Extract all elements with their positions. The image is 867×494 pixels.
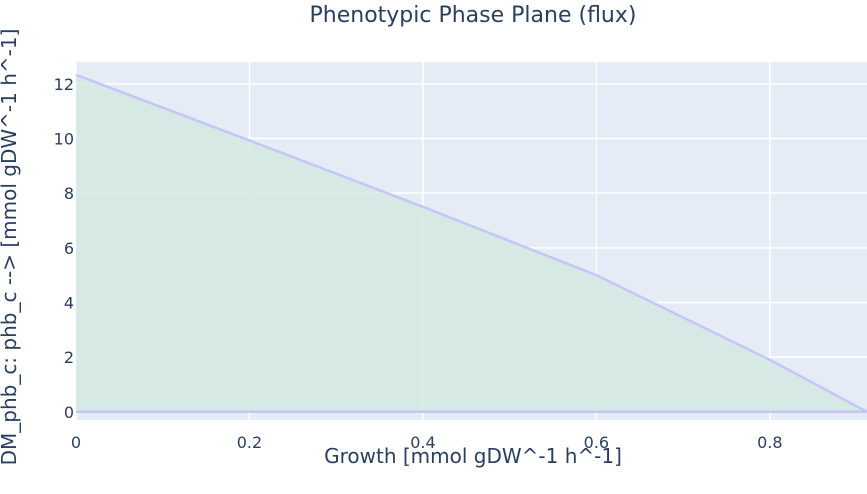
y-axis-title: DM_phb_c: phb_c --> [mmol gDW^-1 h^-1]	[0, 29, 21, 466]
x-tick-labels: 0 0.2 0.4 0.6 0.8	[71, 433, 783, 452]
feasible-region-area	[76, 74, 867, 412]
upper-bound-line	[75, 73, 867, 413]
y-tick-label: 2	[64, 348, 74, 367]
y-tick-label: 4	[64, 293, 74, 312]
y-tick-label: 6	[64, 239, 74, 258]
y-tick-label: 8	[64, 184, 74, 203]
x-tick-label: 0.2	[237, 433, 262, 452]
x-tick-label: 0.6	[584, 433, 609, 452]
y-tick-label: 10	[54, 130, 74, 149]
x-tick-label: 0	[71, 433, 81, 452]
x-tick-label: 0.8	[757, 433, 782, 452]
x-tick-label: 0.4	[410, 433, 435, 452]
x-axis-title: Growth [mmol gDW^-1 h^-1]	[324, 444, 622, 468]
y-tick-labels: 0 2 4 6 8 10 12	[54, 75, 74, 422]
y-tick-label: 0	[64, 403, 74, 422]
chart-title: Phenotypic Phase Plane (flux)	[310, 3, 637, 28]
y-tick-label: 12	[54, 75, 74, 94]
